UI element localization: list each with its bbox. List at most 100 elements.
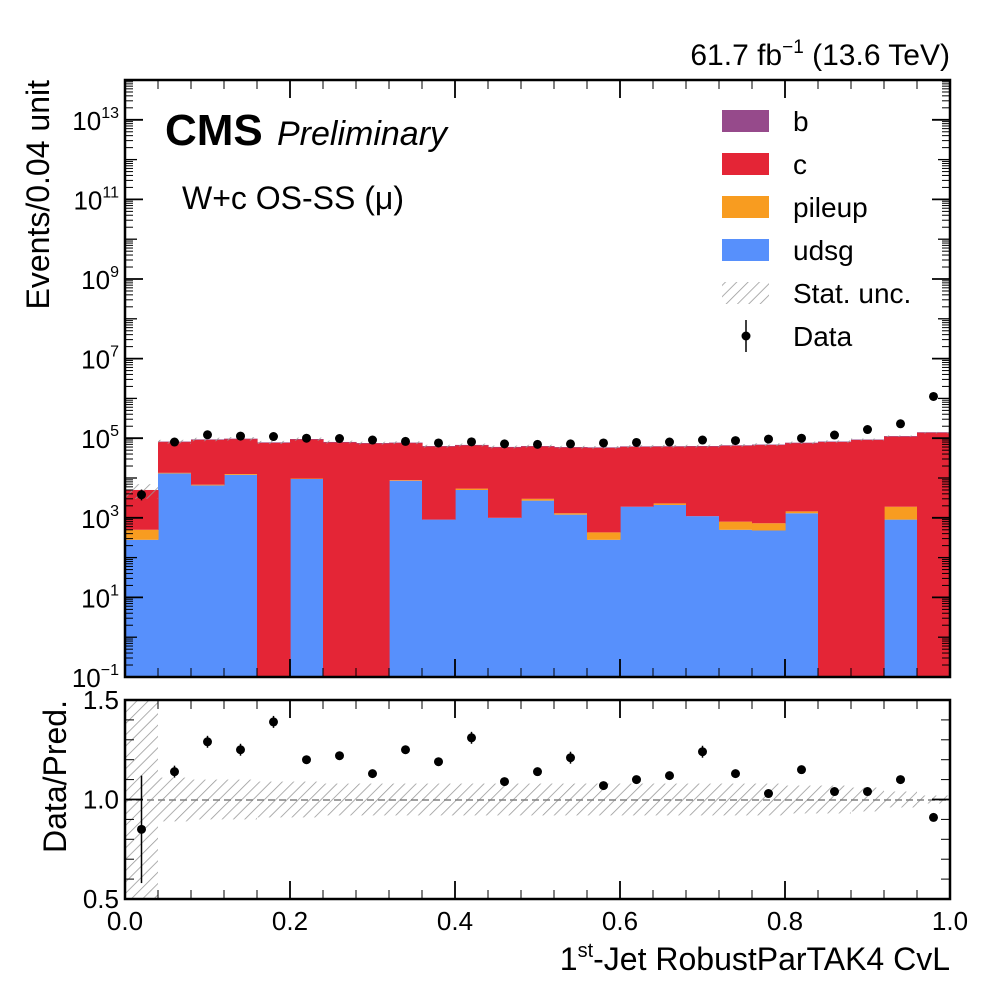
bar-udsg-15: [620, 506, 654, 677]
data-point-2: [203, 430, 212, 440]
stat-unc-20: [785, 441, 818, 444]
bar-c-2: [191, 439, 225, 485]
bar-c-4: [257, 442, 291, 677]
data-point-3: [236, 431, 245, 441]
data-point-23: [896, 419, 905, 429]
bar-udsg-19: [752, 530, 786, 677]
bar-pileup-12: [521, 498, 555, 501]
bar-udsg-10: [455, 489, 489, 677]
bar-pileup-13: [554, 513, 588, 515]
y-tick-label-7: 1013: [72, 105, 119, 136]
data-point-19: [764, 434, 773, 444]
bar-pileup-2: [191, 484, 225, 486]
bar-c-13: [554, 447, 588, 514]
data-point-6: [335, 434, 344, 444]
bar-c-5: [290, 439, 324, 479]
y-tick-label-4: 107: [81, 344, 119, 375]
y-tick-label-0: 10−1: [72, 662, 119, 693]
legend-swatch-udsg: [722, 239, 769, 261]
legend-label-4: Stat. unc.: [793, 278, 911, 309]
bar-c-22: [851, 439, 885, 677]
bar-c-12: [521, 446, 555, 499]
bar-c-16: [653, 446, 687, 504]
data-point-5: [302, 433, 311, 443]
bar-pileup-10: [455, 488, 489, 490]
data-point-1: [170, 437, 179, 447]
bar-udsg-2: [191, 485, 225, 677]
legend-swatch-stat-unc: [722, 282, 769, 304]
bar-pileup-18: [719, 521, 753, 530]
data-point-10: [467, 437, 476, 447]
bar-c-23: [884, 436, 918, 507]
bar-c-11: [488, 447, 522, 518]
data-point-17: [698, 435, 707, 445]
stat-unc-17: [686, 444, 719, 448]
ratio-point-6: [335, 751, 344, 761]
bar-pileup-0: [125, 529, 159, 540]
y-tick-label-5: 109: [81, 264, 119, 295]
ratio-point-5: [302, 755, 311, 765]
data-point-12: [533, 439, 542, 449]
ratio-point-8: [401, 745, 410, 755]
legend-swatch-b: [722, 110, 769, 132]
legend-label-3: udsg: [793, 235, 854, 266]
legend-swatch-data: [741, 331, 751, 341]
ratio-points: [137, 715, 938, 884]
legend: bc pileup udsg Stat. unc. Data: [722, 106, 911, 352]
main-frame: [123, 78, 952, 679]
bar-c-1: [158, 441, 192, 473]
stat-unc-2: [191, 437, 224, 442]
bar-pileup-19: [752, 523, 786, 531]
ratio-point-17: [698, 747, 707, 757]
bar-c-24: [917, 432, 950, 677]
data-points: [137, 391, 938, 501]
bar-udsg-18: [719, 529, 753, 677]
ratio-point-20: [797, 765, 806, 775]
ratio-point-19: [764, 789, 773, 799]
bar-udsg-14: [587, 539, 621, 677]
ratio-point-14: [599, 781, 608, 791]
bar-c-8: [389, 442, 423, 481]
bar-udsg-3: [224, 474, 258, 677]
legend-swatch-pileup: [722, 196, 769, 218]
bar-pileup-3: [224, 474, 258, 475]
bar-pileup-1: [158, 472, 192, 474]
bar-c-15: [620, 446, 654, 507]
y-tick-label-3: 105: [81, 423, 119, 454]
bar-c-3: [224, 438, 258, 475]
legend-swatch-c: [722, 153, 769, 175]
bar-udsg-13: [554, 514, 588, 677]
bar-pileup-16: [653, 503, 687, 505]
ratio-point-24: [929, 812, 938, 822]
ratio-y-axis-label: Data/Pred.: [37, 700, 73, 853]
data-point-13: [566, 439, 575, 449]
bar-udsg-23: [884, 519, 918, 677]
data-point-22: [863, 425, 872, 435]
bar-udsg-20: [785, 513, 819, 677]
bar-c-19: [752, 444, 786, 524]
y-axis-label: Events/0.04 unit: [20, 80, 56, 310]
legend-label-5: Data: [793, 321, 853, 352]
stat-unc-19: [752, 443, 785, 447]
preliminary-label: Preliminary: [277, 115, 449, 153]
data-point-4: [269, 432, 278, 442]
bar-udsg-9: [422, 519, 456, 677]
bar-udsg-17: [686, 516, 720, 677]
ratio-y-tick-label-0: 0.5: [83, 884, 119, 914]
bar-c-14: [587, 447, 621, 533]
data-point-8: [401, 436, 410, 446]
ratio-y-tick-label-2: 1.5: [83, 685, 119, 715]
stat-unc-21: [818, 440, 851, 443]
main-axes: 10−1 101 103 105 107 109 1011 1013: [72, 78, 952, 693]
legend-label-0: b: [793, 106, 809, 137]
data-point-7: [368, 435, 377, 445]
bar-udsg-12: [521, 500, 555, 677]
legend-label-1: c: [793, 149, 807, 180]
region-label: W+c OS-SS (μ): [182, 180, 404, 216]
data-point-14: [599, 438, 608, 448]
data-point-16: [665, 437, 674, 447]
ratio-point-21: [830, 787, 839, 797]
ratio-point-22: [863, 787, 872, 797]
bar-udsg-1: [158, 473, 192, 677]
bar-c-9: [422, 446, 456, 520]
